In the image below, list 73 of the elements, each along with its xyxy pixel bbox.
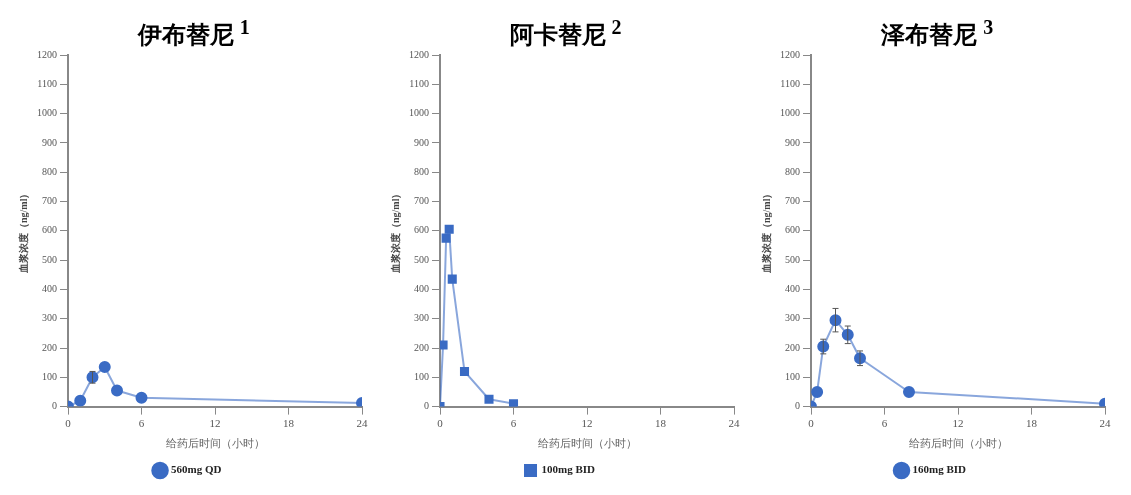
y-tick-label: 900 <box>41 136 57 148</box>
y-tick-label: 600 <box>413 224 429 236</box>
x-tick-label: 0 <box>65 417 72 430</box>
x-tick-label: 6 <box>510 417 517 430</box>
y-tick-label: 1100 <box>408 77 429 89</box>
x-tick-label: 24 <box>1099 417 1112 430</box>
y-tick-label: 400 <box>785 283 801 295</box>
x-tick-label: 12 <box>209 417 221 430</box>
y-tick-label: 100 <box>41 370 57 382</box>
y-tick-label: 700 <box>785 195 801 207</box>
point <box>508 399 518 407</box>
y-axis-title: 血浆浓度（ng/ml） <box>389 188 401 275</box>
y-tick-label: 1100 <box>780 77 801 89</box>
legend-label: 160mg BID <box>912 463 967 476</box>
x-tick-label: 24 <box>728 417 740 430</box>
x-tick-label: 18 <box>654 417 666 430</box>
y-tick-label: 300 <box>413 312 429 324</box>
x-tick-label: 18 <box>1026 417 1038 430</box>
x-tick-label: 0 <box>808 417 815 430</box>
y-tick-label: 200 <box>413 341 429 353</box>
x-tick-label: 6 <box>881 417 888 430</box>
y-tick-label: 1100 <box>37 77 57 89</box>
x-tick-label: 12 <box>581 417 592 430</box>
y-tick-label: 500 <box>41 253 57 265</box>
point <box>444 224 454 234</box>
x-tick-label: 18 <box>282 417 295 430</box>
legend-label: 100mg BID <box>541 463 595 476</box>
y-tick-label: 600 <box>785 224 801 236</box>
y-tick-label: 400 <box>41 283 57 295</box>
y-tick-label: 500 <box>413 253 429 265</box>
point <box>441 233 451 243</box>
y-tick-label: 800 <box>413 165 429 177</box>
y-tick-label: 700 <box>41 195 57 207</box>
y-tick-label: 0 <box>51 400 57 412</box>
x-axis-title: 给药后时间（小时） <box>908 437 1008 450</box>
y-tick-label: 800 <box>41 165 57 177</box>
y-tick-label: 800 <box>785 165 801 177</box>
y-tick-label: 900 <box>413 136 429 148</box>
x-tick-label: 24 <box>356 417 368 430</box>
point <box>483 394 494 404</box>
point <box>447 274 457 284</box>
y-axis-title: 血浆浓度（ng/ml） <box>760 188 772 275</box>
chart-title: 泽布替尼 $^{3}$ <box>881 15 994 48</box>
x-tick-label: 6 <box>138 417 145 430</box>
y-tick-label: 200 <box>785 341 801 353</box>
y-tick-label: 1200 <box>36 48 57 60</box>
x-tick-label: 0 <box>436 417 443 430</box>
legend-label: 560mg QD <box>170 463 222 476</box>
point <box>459 366 469 376</box>
y-tick-label: 1000 <box>36 107 57 119</box>
y-tick-label: 300 <box>41 312 57 324</box>
y-axis-title: 血浆浓度（ng/ml） <box>17 188 29 275</box>
y-tick-label: 100 <box>785 370 801 382</box>
y-tick-label: 1200 <box>408 48 429 60</box>
y-tick-label: 1000 <box>408 107 429 119</box>
y-tick-label: 900 <box>785 136 801 148</box>
y-tick-label: 600 <box>41 224 57 236</box>
chart-title: 伊布替尼 $^{1}$ <box>137 15 250 48</box>
y-tick-label: 500 <box>785 253 801 265</box>
point <box>439 340 448 350</box>
x-axis-title: 给药后时间（小时） <box>537 437 636 450</box>
x-axis-title: 给药后时间（小时） <box>165 437 265 450</box>
y-tick-label: 700 <box>413 195 429 207</box>
y-tick-label: 1200 <box>780 48 801 60</box>
y-tick-label: 200 <box>41 341 57 353</box>
y-tick-label: 300 <box>785 312 801 324</box>
y-tick-label: 400 <box>413 283 429 295</box>
x-tick-label: 12 <box>952 417 964 430</box>
y-tick-label: 0 <box>423 400 429 412</box>
y-tick-label: 0 <box>795 400 801 412</box>
chart-title: 阿卡替尼 $^{2}$ <box>509 15 622 48</box>
y-tick-label: 1000 <box>780 107 801 119</box>
y-tick-label: 100 <box>413 370 429 382</box>
